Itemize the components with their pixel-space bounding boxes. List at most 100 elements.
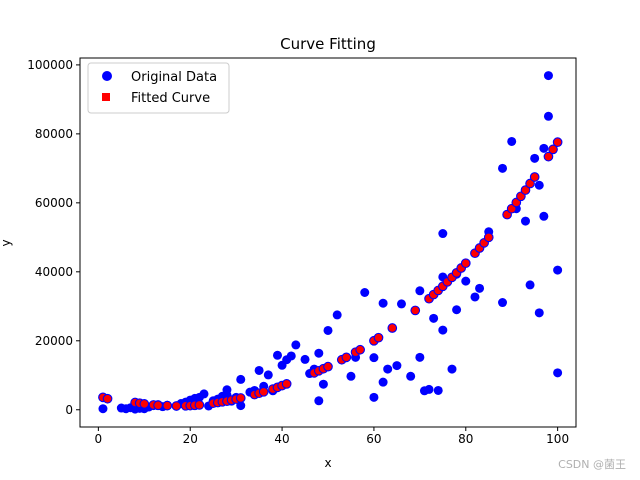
original-data-point — [461, 276, 471, 286]
fitted-curve-point — [235, 393, 246, 403]
original-data-point — [539, 211, 549, 221]
chart-title: Curve Fitting — [280, 35, 376, 53]
fitted-curve-point — [543, 151, 554, 162]
original-data-point — [553, 265, 563, 275]
original-data-point — [318, 379, 328, 389]
original-data-point — [98, 404, 108, 414]
original-data-point — [543, 71, 553, 81]
original-data-point — [383, 364, 393, 374]
original-data-point — [272, 350, 282, 360]
original-data-point — [438, 229, 448, 239]
fitted-curve-point — [355, 344, 365, 355]
original-data-point — [263, 370, 273, 380]
x-tick-label: 0 — [95, 432, 103, 446]
fitted-curve-point — [387, 323, 398, 333]
fitted-curve-point — [171, 401, 182, 411]
original-data-point — [314, 396, 324, 406]
original-data-point — [199, 389, 209, 399]
original-data-point — [396, 299, 406, 309]
original-data-point — [438, 325, 448, 335]
original-data-point — [346, 371, 356, 381]
original-data-point — [406, 371, 416, 381]
plot-area-frame — [79, 57, 577, 428]
fitted-curve-point — [341, 352, 352, 363]
fitted-curve-point — [102, 393, 113, 404]
y-tick-label: 80000 — [35, 127, 73, 141]
x-tick-label: 60 — [366, 432, 381, 446]
legend-box — [87, 62, 230, 114]
original-data-point — [369, 353, 379, 363]
x-tick-label: 100 — [546, 432, 569, 446]
original-data-point — [534, 180, 544, 190]
y-tick-label: 20000 — [35, 334, 73, 348]
fitted-curve-point — [483, 232, 494, 243]
original-data-point — [543, 111, 553, 121]
original-data-point — [323, 325, 333, 335]
fitted-curve-point — [460, 258, 471, 269]
y-axis-label: y — [0, 239, 13, 246]
chart-legend: Original Data Fitted Curve — [87, 62, 230, 114]
original-data-point — [314, 348, 324, 358]
original-data-point — [222, 385, 232, 395]
fitted-curve-point — [323, 361, 333, 372]
original-data-point — [470, 292, 480, 302]
y-tick-label: 60000 — [35, 196, 73, 210]
fitted-curve-point — [525, 178, 535, 189]
fitted-curve-point — [162, 400, 173, 411]
original-data-point — [286, 351, 296, 361]
original-data-point — [415, 286, 425, 296]
fitted-curve-point — [194, 400, 205, 410]
legend-label: Fitted Curve — [131, 91, 210, 106]
fitted-curve-point — [548, 144, 558, 155]
x-tick-label: 40 — [274, 432, 289, 446]
fitted-curve-point — [153, 400, 163, 411]
x-tick-label: 80 — [458, 432, 473, 446]
y-tick-label: 100000 — [27, 58, 73, 72]
x-axis-ticks: 0 20 40 60 80 100 — [95, 427, 569, 446]
y-tick-label: 40000 — [35, 265, 73, 279]
original-data-point — [475, 283, 485, 293]
original-data-point — [498, 298, 508, 308]
y-tick-label: 0 — [65, 403, 73, 417]
original-data-point — [415, 352, 425, 362]
original-data-point — [433, 385, 443, 395]
original-data-point — [300, 354, 310, 364]
y-axis-ticks: 0 20000 40000 60000 80000 100000 — [27, 58, 80, 417]
original-data-point — [378, 377, 388, 387]
original-data-point — [429, 313, 439, 323]
fitted-curve-point — [373, 332, 384, 343]
x-tick-label: 20 — [183, 432, 198, 446]
original-data-point — [553, 368, 563, 378]
original-data-point — [236, 401, 246, 411]
original-data-point — [424, 384, 434, 394]
original-data-point — [498, 163, 508, 173]
original-data-point — [291, 340, 301, 350]
original-data-point — [530, 153, 540, 163]
data-points — [98, 71, 563, 414]
original-data-point — [254, 365, 264, 375]
legend-label: Original Data — [131, 70, 217, 85]
fitted-curve-point — [520, 185, 531, 195]
original-data-point — [392, 361, 402, 371]
fitted-curve-point — [139, 399, 150, 409]
original-data-point — [378, 298, 388, 308]
original-data-point — [507, 136, 517, 146]
legend-square-marker-icon — [102, 93, 110, 101]
original-data-point — [452, 305, 462, 315]
fitted-curve-point — [410, 305, 421, 316]
original-data-point — [236, 374, 246, 384]
fitted-curve-point — [552, 137, 563, 147]
original-data-point — [332, 310, 342, 320]
fitted-curve-point — [529, 172, 540, 182]
fitted-curve-point — [258, 386, 269, 397]
original-data-point — [369, 392, 379, 402]
original-data-point — [525, 280, 535, 290]
watermark-text: CSDN @菌王 — [558, 458, 626, 471]
original-data-point — [539, 143, 549, 153]
original-data-point — [360, 288, 370, 298]
x-axis-label: x — [324, 456, 331, 470]
legend-circle-marker-icon — [102, 71, 112, 81]
original-data-point — [520, 216, 530, 226]
original-data-point — [534, 308, 544, 318]
